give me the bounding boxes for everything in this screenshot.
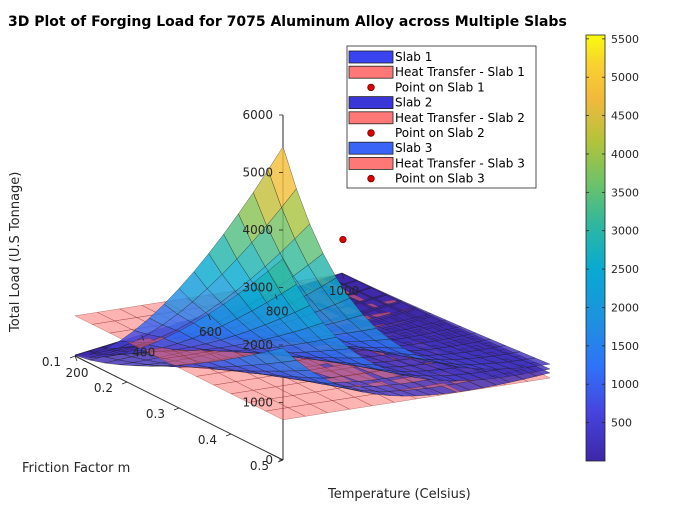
colorbar-tick-label: 5000 — [611, 71, 639, 84]
point-marker — [339, 235, 347, 244]
legend-entry-label: Point on Slab 3 — [395, 172, 485, 186]
z-tick-label: 3000 — [242, 281, 273, 295]
slab-2-patch — [267, 258, 297, 295]
legend-surface-swatch — [348, 156, 394, 170]
colorbar: 500 1000 1500 2000 2500 3000 3500 4000 4500 5000 5… — [585, 33, 639, 462]
y-tick-label: 0.4 — [198, 433, 217, 447]
x-tick-mark — [274, 294, 278, 300]
legend-entry-label: Point on Slab 2 — [395, 126, 485, 140]
legend-surface-swatch — [348, 50, 394, 64]
colorbar-tick-label: 3000 — [611, 225, 639, 238]
legend-point-swatch — [367, 83, 375, 92]
z-axis-label: Total Load (U.S Tonnage) — [8, 172, 23, 333]
colorbar-tick-label: 2000 — [611, 301, 639, 314]
legend-entry-label: Slab 3 — [395, 141, 432, 155]
slab-3-patch — [267, 347, 297, 363]
z-tick-label: 5000 — [242, 166, 273, 180]
z-tick-label: 2000 — [242, 338, 273, 352]
legend-surface-swatch — [348, 96, 394, 109]
x-axis-label: Temperature (Celsius) — [327, 487, 471, 502]
legend-entry-label: Heat Transfer - Slab 2 — [395, 111, 525, 125]
tick-labels: 0 1000 2000 3000 4000 5000 6000 0.1 0.2 0.3 0.4 0.5… — [42, 108, 359, 473]
slab-1-patch — [267, 146, 297, 208]
legend-entry-label: Slab 2 — [395, 96, 432, 110]
colorbar-tick-label: 5500 — [611, 33, 639, 46]
y-tick-label: 0.2 — [94, 381, 113, 395]
y-axis-label: Friction Factor m — [22, 461, 130, 476]
legend-entry-label: Heat Transfer - Slab 1 — [395, 65, 525, 79]
legend-point-swatch — [367, 174, 375, 183]
colorbar-ticks: 500 1000 1500 2000 2500 3000 3500 4000 4500 5000 5… — [586, 33, 639, 430]
y-tick-mark — [121, 381, 128, 385]
chart-title: 3D Plot of Forging Load for 7075 Aluminu… — [8, 14, 567, 30]
colorbar-tick-label: 3500 — [611, 186, 639, 199]
y-tick-label: 0.3 — [146, 407, 165, 421]
y-tick-label: 0.1 — [42, 355, 61, 369]
legend-surface-swatch — [348, 141, 394, 155]
x-tick-label: 200 — [66, 366, 89, 380]
x-tick-label: 600 — [199, 325, 222, 339]
z-tick-label: 4000 — [242, 223, 273, 237]
y-tick-mark — [225, 433, 232, 437]
x-tick-label: 800 — [266, 305, 289, 319]
x-tick-mark — [74, 355, 78, 362]
z-tick-label: 6000 — [242, 108, 273, 122]
y-tick-label: 0.5 — [250, 459, 269, 473]
legend-entry-label: Heat Transfer - Slab 3 — [395, 156, 525, 170]
legend-entry-label: Slab 1 — [395, 50, 432, 64]
legend-surface-swatch — [348, 111, 394, 125]
colorbar-tick-label: 1000 — [611, 378, 639, 391]
colorbar-tick-label: 4500 — [611, 110, 639, 123]
x-tick-mark — [141, 335, 145, 341]
colorbar-tick-label: 2500 — [611, 263, 639, 276]
colorbar-tick-label: 500 — [611, 417, 632, 430]
heat-transfer-patch — [265, 407, 306, 421]
x-tick-mark — [341, 273, 345, 280]
colorbar-tick-label: 4000 — [611, 148, 639, 161]
z-tick-label: 0 — [265, 453, 273, 467]
legend-point-swatch — [367, 129, 375, 137]
surfaces-group — [74, 146, 551, 421]
y-tick-mark — [69, 355, 76, 359]
x-tick-label: 1000 — [329, 284, 360, 298]
y-tick-mark — [277, 459, 284, 463]
x-tick-mark — [208, 314, 211, 321]
colorbar-tick-label: 1500 — [611, 340, 639, 353]
legend-surface-swatch — [348, 65, 394, 79]
y-tick-mark — [173, 407, 180, 411]
z-tick-label: 1000 — [242, 396, 273, 410]
legend-entry-label: Point on Slab 1 — [395, 80, 485, 94]
x-tick-label: 400 — [132, 346, 155, 360]
colorbar-gradient — [585, 34, 606, 462]
